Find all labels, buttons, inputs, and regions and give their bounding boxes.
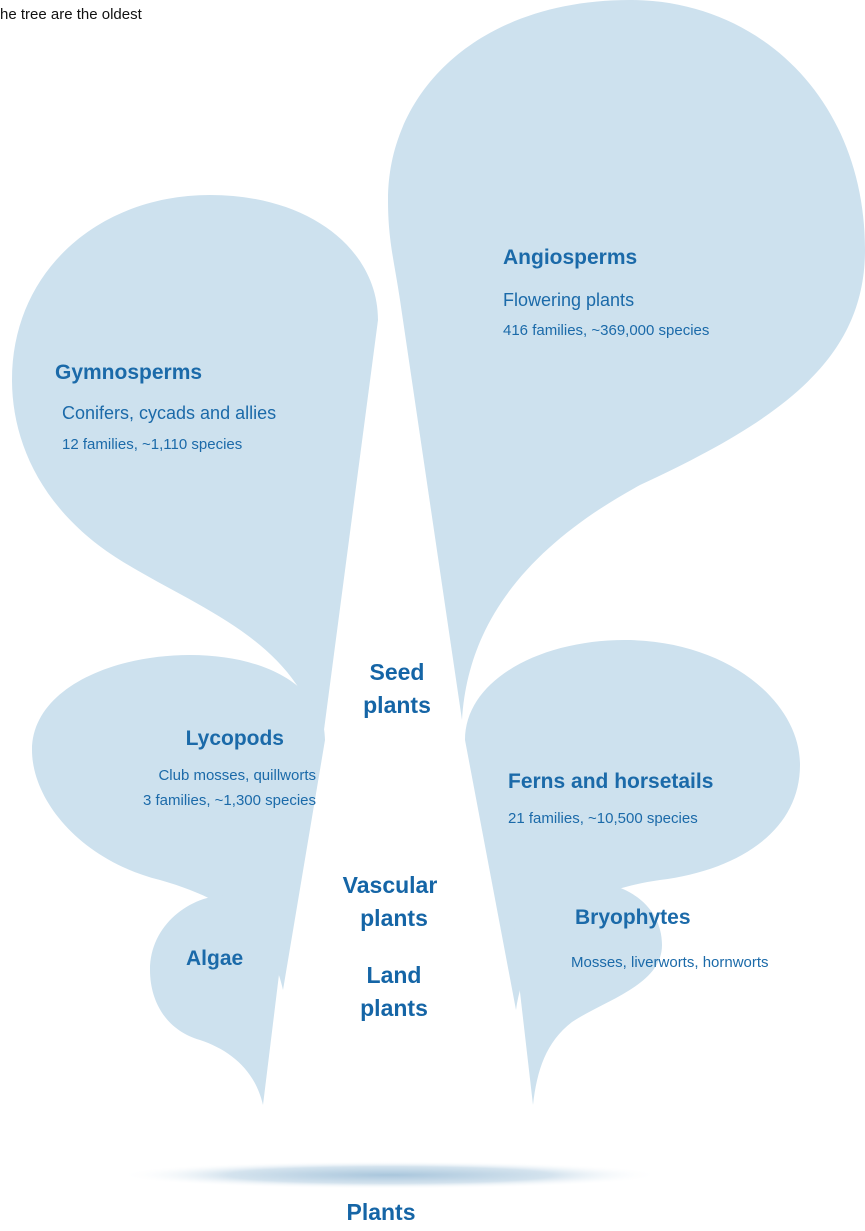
node-description: Mosses, liverworts, hornworts [571, 954, 769, 971]
angiosperms-shape [388, 0, 865, 720]
intro-text: he tree are the oldest [0, 6, 143, 23]
node-label: Ferns and horsetails [508, 770, 713, 793]
algae-shape [150, 895, 282, 1105]
node-description: Club mosses, quillworts [158, 767, 316, 784]
node-label: Bryophytes [575, 906, 691, 929]
node-label: Angiosperms [503, 246, 637, 269]
node-label: Algae [186, 947, 243, 970]
clade-label: plants [360, 905, 428, 931]
node-description: Conifers, cycads and allies [62, 403, 276, 423]
clade-label: Seed [370, 659, 425, 685]
clade-label: Land [367, 962, 422, 988]
bryophytes-shape [514, 880, 662, 1105]
node-label: Lycopods [186, 727, 284, 750]
clade-label: plants [360, 995, 428, 1021]
node-description: Flowering plants [503, 290, 634, 310]
ground-shadow [120, 1161, 660, 1189]
clade-label: plants [363, 692, 431, 718]
node-stats: 3 families, ~1,300 species [143, 792, 316, 809]
node-stats: 21 families, ~10,500 species [508, 810, 698, 827]
node-stats: 12 families, ~1,110 species [62, 436, 242, 453]
root-label: Plants [346, 1199, 415, 1225]
node-stats: 416 families, ~369,000 species [503, 322, 709, 339]
gymnosperms-shape [12, 195, 378, 745]
clade-label: Vascular [343, 872, 438, 898]
node-label: Gymnosperms [55, 361, 202, 384]
